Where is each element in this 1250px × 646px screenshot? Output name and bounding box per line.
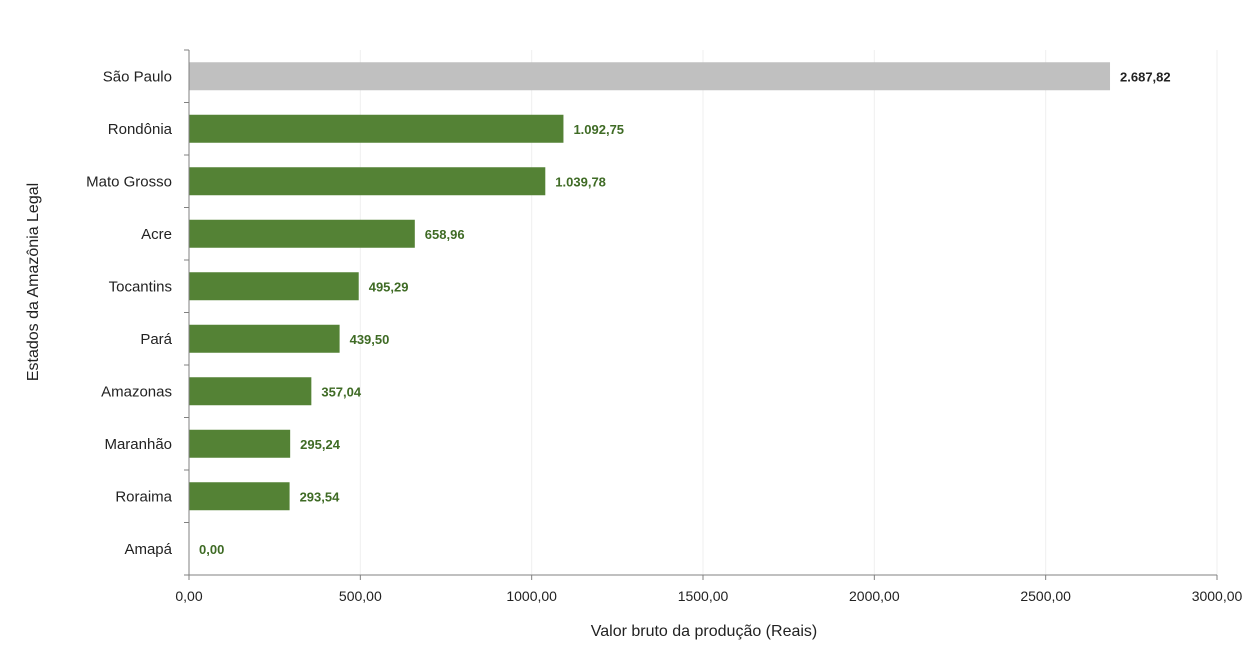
x-tick-label: 1500,00 — [678, 588, 729, 604]
bars — [189, 62, 1111, 511]
data-label: 658,96 — [425, 227, 465, 242]
bar — [189, 377, 312, 406]
bar — [189, 429, 291, 458]
axes — [184, 49, 1218, 580]
data-label: 295,24 — [300, 437, 341, 452]
bar — [189, 219, 415, 248]
data-label: 2.687,82 — [1120, 69, 1171, 84]
bar — [189, 114, 564, 143]
x-tick-label: 2500,00 — [1020, 588, 1071, 604]
category-label: Rondônia — [108, 121, 173, 138]
labels: 0,00 500,00 1000,00 1500,00 2000,00 2500,00 30… — [86, 68, 1242, 604]
data-label: 357,04 — [321, 384, 362, 399]
category-label: Acre — [141, 226, 172, 243]
x-axis-title: Valor bruto da produção (Reais) — [591, 623, 818, 640]
x-tick-label: 1000,00 — [506, 588, 557, 604]
category-label: Tocantins — [109, 278, 172, 295]
x-tick-label: 500,00 — [339, 588, 382, 604]
bar — [189, 272, 359, 301]
data-label: 293,54 — [300, 489, 341, 504]
category-label: São Paulo — [103, 68, 172, 85]
x-tick-label: 0,00 — [175, 588, 202, 604]
category-label: Amapá — [124, 541, 172, 558]
bar — [189, 167, 546, 196]
bar — [189, 482, 290, 511]
data-label: 439,50 — [350, 332, 390, 347]
category-label: Mato Grosso — [86, 173, 172, 190]
category-label: Pará — [140, 331, 172, 348]
category-label: Roraima — [115, 488, 172, 505]
bar — [189, 324, 340, 353]
y-axis-title: Estados da Amazônia Legal — [25, 183, 42, 381]
category-label: Amazonas — [101, 383, 172, 400]
data-label: 1.039,78 — [555, 174, 606, 189]
x-tick-label: 3000,00 — [1192, 588, 1243, 604]
data-label: 495,29 — [369, 279, 409, 294]
category-label: Maranhão — [104, 436, 172, 453]
data-label: 0,00 — [199, 542, 224, 557]
x-tick-label: 2000,00 — [849, 588, 900, 604]
bar — [189, 62, 1111, 91]
data-label: 1.092,75 — [573, 122, 624, 137]
